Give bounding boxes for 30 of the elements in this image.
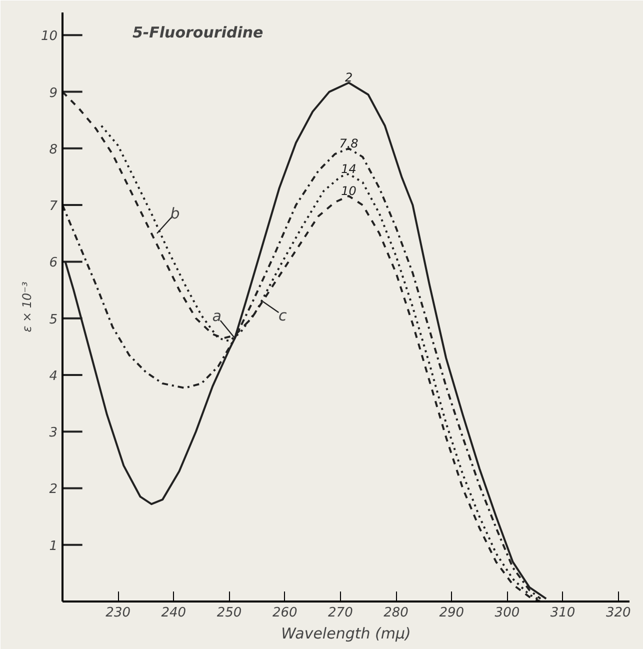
series-label: 2 xyxy=(344,70,353,85)
y-tick-label: 6 xyxy=(49,256,58,271)
x-tick-label: 250 xyxy=(216,606,242,620)
x-tick-label: 320 xyxy=(606,606,631,620)
y-axis-title: ε × 10⁻³ xyxy=(20,282,34,332)
annotation: a xyxy=(212,307,222,326)
x-tick-label: 290 xyxy=(439,606,464,620)
y-tick-label: 3 xyxy=(49,426,58,441)
y-tick-label: 7 xyxy=(49,199,58,214)
y-tick-label: 1 xyxy=(49,538,58,554)
x-tick-label: 300 xyxy=(494,606,520,620)
y-tick-label: 5 xyxy=(49,312,58,328)
y-tick-label: 8 xyxy=(49,142,58,158)
x-tick-label: 230 xyxy=(106,606,131,620)
y-tick-label: 2 xyxy=(49,482,58,498)
x-axis-title: Wavelength (mμ) xyxy=(281,624,411,642)
x-tick-label: 240 xyxy=(161,606,186,620)
annotation: b xyxy=(170,204,180,222)
x-tick-label: 260 xyxy=(272,606,298,620)
series-label: 7.8 xyxy=(339,136,359,150)
y-tick-label: 10 xyxy=(40,29,58,44)
x-tick-label: 310 xyxy=(550,606,576,620)
x-tick-label: 280 xyxy=(384,606,408,620)
series-label: 10 xyxy=(341,184,357,198)
x-tick-label: 270 xyxy=(328,606,353,620)
series-label: 14 xyxy=(341,162,356,176)
y-tick-label: 4 xyxy=(49,368,58,384)
y-tick-label: 9 xyxy=(49,86,58,101)
text: 5-Fluorouridine xyxy=(132,24,264,42)
annotation: c xyxy=(278,306,288,324)
